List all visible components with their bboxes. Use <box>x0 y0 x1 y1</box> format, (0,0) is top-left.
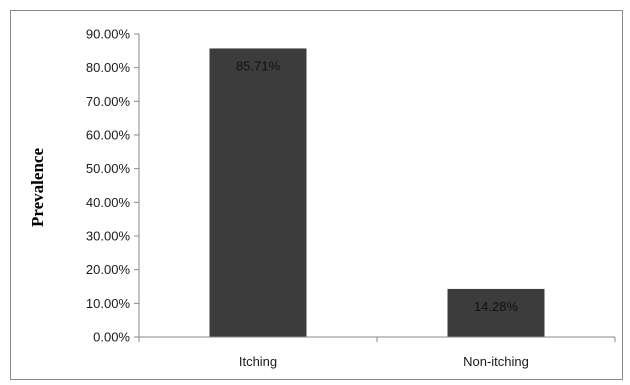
x-axis-categories: Itching Non-itching <box>138 337 616 369</box>
bar-non-itching <box>447 288 545 337</box>
y-tick-label: 60.00% <box>86 128 131 143</box>
bar-itching <box>209 48 307 338</box>
y-tick-label: 90.00% <box>86 27 131 42</box>
y-tick-label: 30.00% <box>86 229 131 244</box>
bar-chart: 0.00% 10.00% 20.00% 30.00% 40.00% 50.00% 60.00… <box>28 27 616 369</box>
x-category-label: Itching <box>239 354 277 369</box>
y-tick-label: 70.00% <box>86 94 131 109</box>
data-label: 85.71% <box>236 58 281 73</box>
y-tick-label: 10.00% <box>86 296 131 311</box>
y-tick-label: 80.00% <box>86 60 131 75</box>
y-tick-label: 0.00% <box>93 330 130 345</box>
y-tick-label: 40.00% <box>86 195 131 210</box>
data-label: 14.28% <box>474 299 519 314</box>
bars: 85.71% 14.28% <box>209 48 545 338</box>
chart-frame: 0.00% 10.00% 20.00% 30.00% 40.00% 50.00% 60.00… <box>10 10 623 380</box>
y-tick-label: 50.00% <box>86 161 131 176</box>
y-tick-label: 20.00% <box>86 262 131 277</box>
y-axis-label: Prevalence <box>28 148 47 227</box>
x-category-label: Non-itching <box>463 354 529 369</box>
y-axis-ticks: 0.00% 10.00% 20.00% 30.00% 40.00% 50.00% 60.00… <box>86 27 139 345</box>
